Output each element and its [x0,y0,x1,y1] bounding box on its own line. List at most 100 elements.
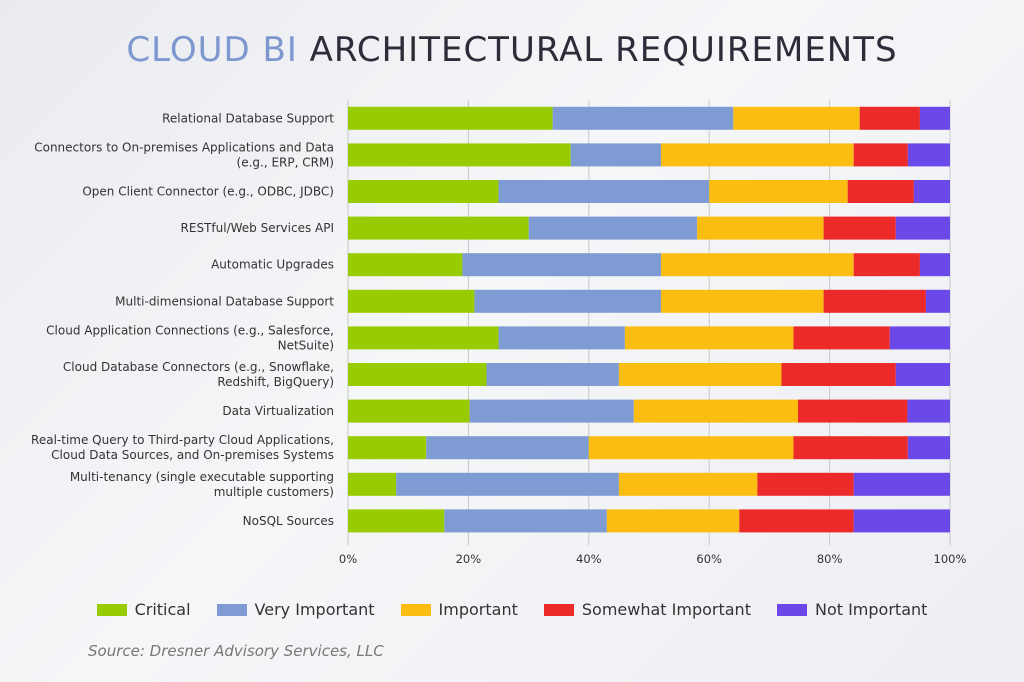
bar-segment [907,143,950,167]
legend-swatch [96,603,127,616]
legend-swatch [400,603,431,616]
legend-swatch [216,603,247,616]
bar-segment [474,289,662,313]
legend-label: Not Important [814,600,928,619]
legend-swatch [776,603,807,616]
bar-segment [498,180,710,203]
source-note: Source: Dresner Advisory Services, LLC [88,642,384,660]
category-label: Connectors to On-premises Applications a… [34,140,334,169]
bar-segment [528,216,698,240]
bar-segment [797,399,908,423]
stacked-bar-chart: Relational Database Support Connectors to… [31,100,967,566]
bar-segment [853,472,950,496]
x-tick-label: 100% [934,552,967,566]
bar-segment [913,180,950,203]
legend: Critical Very Important Important Somewhat … [0,600,1024,619]
legend-label: Very Important [254,600,375,619]
bar-segment [739,509,854,533]
bar-segment [733,106,860,130]
bar-segment [606,509,740,533]
bar-segment [853,143,908,167]
legend-swatch [543,603,574,616]
bar-segment [853,253,920,277]
bar-segment [348,143,571,167]
category-label: Relational Database Support [162,111,334,125]
bar-segment [847,180,914,203]
title-rest: ARCHITECTURAL REQUIREMENTS [297,30,898,70]
bars [348,106,950,533]
bar-segment [793,326,890,350]
bar-segment [907,436,950,460]
legend-item: Not Important [776,600,928,619]
legend-label: Critical [134,600,191,619]
bar-segment [709,180,848,203]
category-label: Data Virtualization [222,404,334,418]
category-labels: Relational Database Support Connectors to… [31,111,334,528]
legend-item: Critical [96,600,191,619]
bar-segment [793,436,908,460]
bar-segment [661,253,854,277]
bar-segment [348,399,470,423]
x-axis-ticks: 0% 20% 40% 60% 80% 100% [339,552,967,566]
bar-segment [895,363,950,386]
bar-segment [618,472,758,496]
x-tick-label: 20% [456,552,482,566]
category-label: Cloud Application Connections (e.g., Sal… [46,323,334,352]
bar-segment [624,326,794,350]
bar-segment [633,399,798,423]
bar-segment [661,143,854,167]
x-tick-label: 0% [339,552,357,566]
bar-segment [462,253,662,277]
bar-segment [486,363,619,386]
bar-segment [618,363,782,386]
x-tick-label: 60% [696,552,722,566]
legend-label: Somewhat Important [581,600,751,619]
bar-segment [348,363,487,386]
category-label: Cloud Database Connectors (e.g., Snowfla… [63,360,334,389]
bar-segment [469,399,634,423]
chart-title: CLOUD BI ARCHITECTURAL REQUIREMENTS [0,30,1024,70]
bar-segment [348,472,397,496]
bar-segment [919,106,950,130]
bar-segment [570,143,662,167]
bar-segment [853,509,950,533]
category-label: Multi-tenancy (single executable support… [70,470,334,499]
title-accent: CLOUD BI [126,30,298,70]
bar-segment [348,180,499,203]
legend-item: Somewhat Important [543,600,751,619]
category-label: Multi-dimensional Database Support [115,294,334,308]
bar-segment [348,289,475,313]
bar-segment [426,436,589,460]
category-label: NoSQL Sources [243,514,334,528]
bar-segment [348,326,499,350]
bar-segment [925,289,950,313]
bar-segment [823,216,896,240]
category-label: RESTful/Web Services API [181,221,334,235]
bar-segment [348,106,553,130]
legend-label: Important [438,600,518,619]
bar-segment [889,326,950,350]
category-label: Automatic Upgrades [211,258,334,272]
bar-segment [348,509,445,533]
bar-segment [757,472,854,496]
bar-segment [859,106,920,130]
bar-segment [588,436,794,460]
bar-segment [661,289,824,313]
gridlines [347,100,951,546]
bar-segment [823,289,926,313]
bar-segment [781,363,896,386]
bar-segment [919,253,950,277]
category-label: Real-time Query to Third-party Cloud App… [31,433,334,462]
bar-segment [396,472,619,496]
bar-segment [498,326,625,350]
x-tick-label: 80% [817,552,843,566]
bar-segment [348,253,463,277]
bar-segment [348,216,529,240]
legend-item: Important [400,600,518,619]
bar-segment [552,106,734,130]
bar-segment [697,216,824,240]
bar-segment [895,216,950,240]
legend-item: Very Important [216,600,375,619]
category-label: Open Client Connector (e.g., ODBC, JDBC) [82,185,334,199]
bar-segment [348,436,427,460]
